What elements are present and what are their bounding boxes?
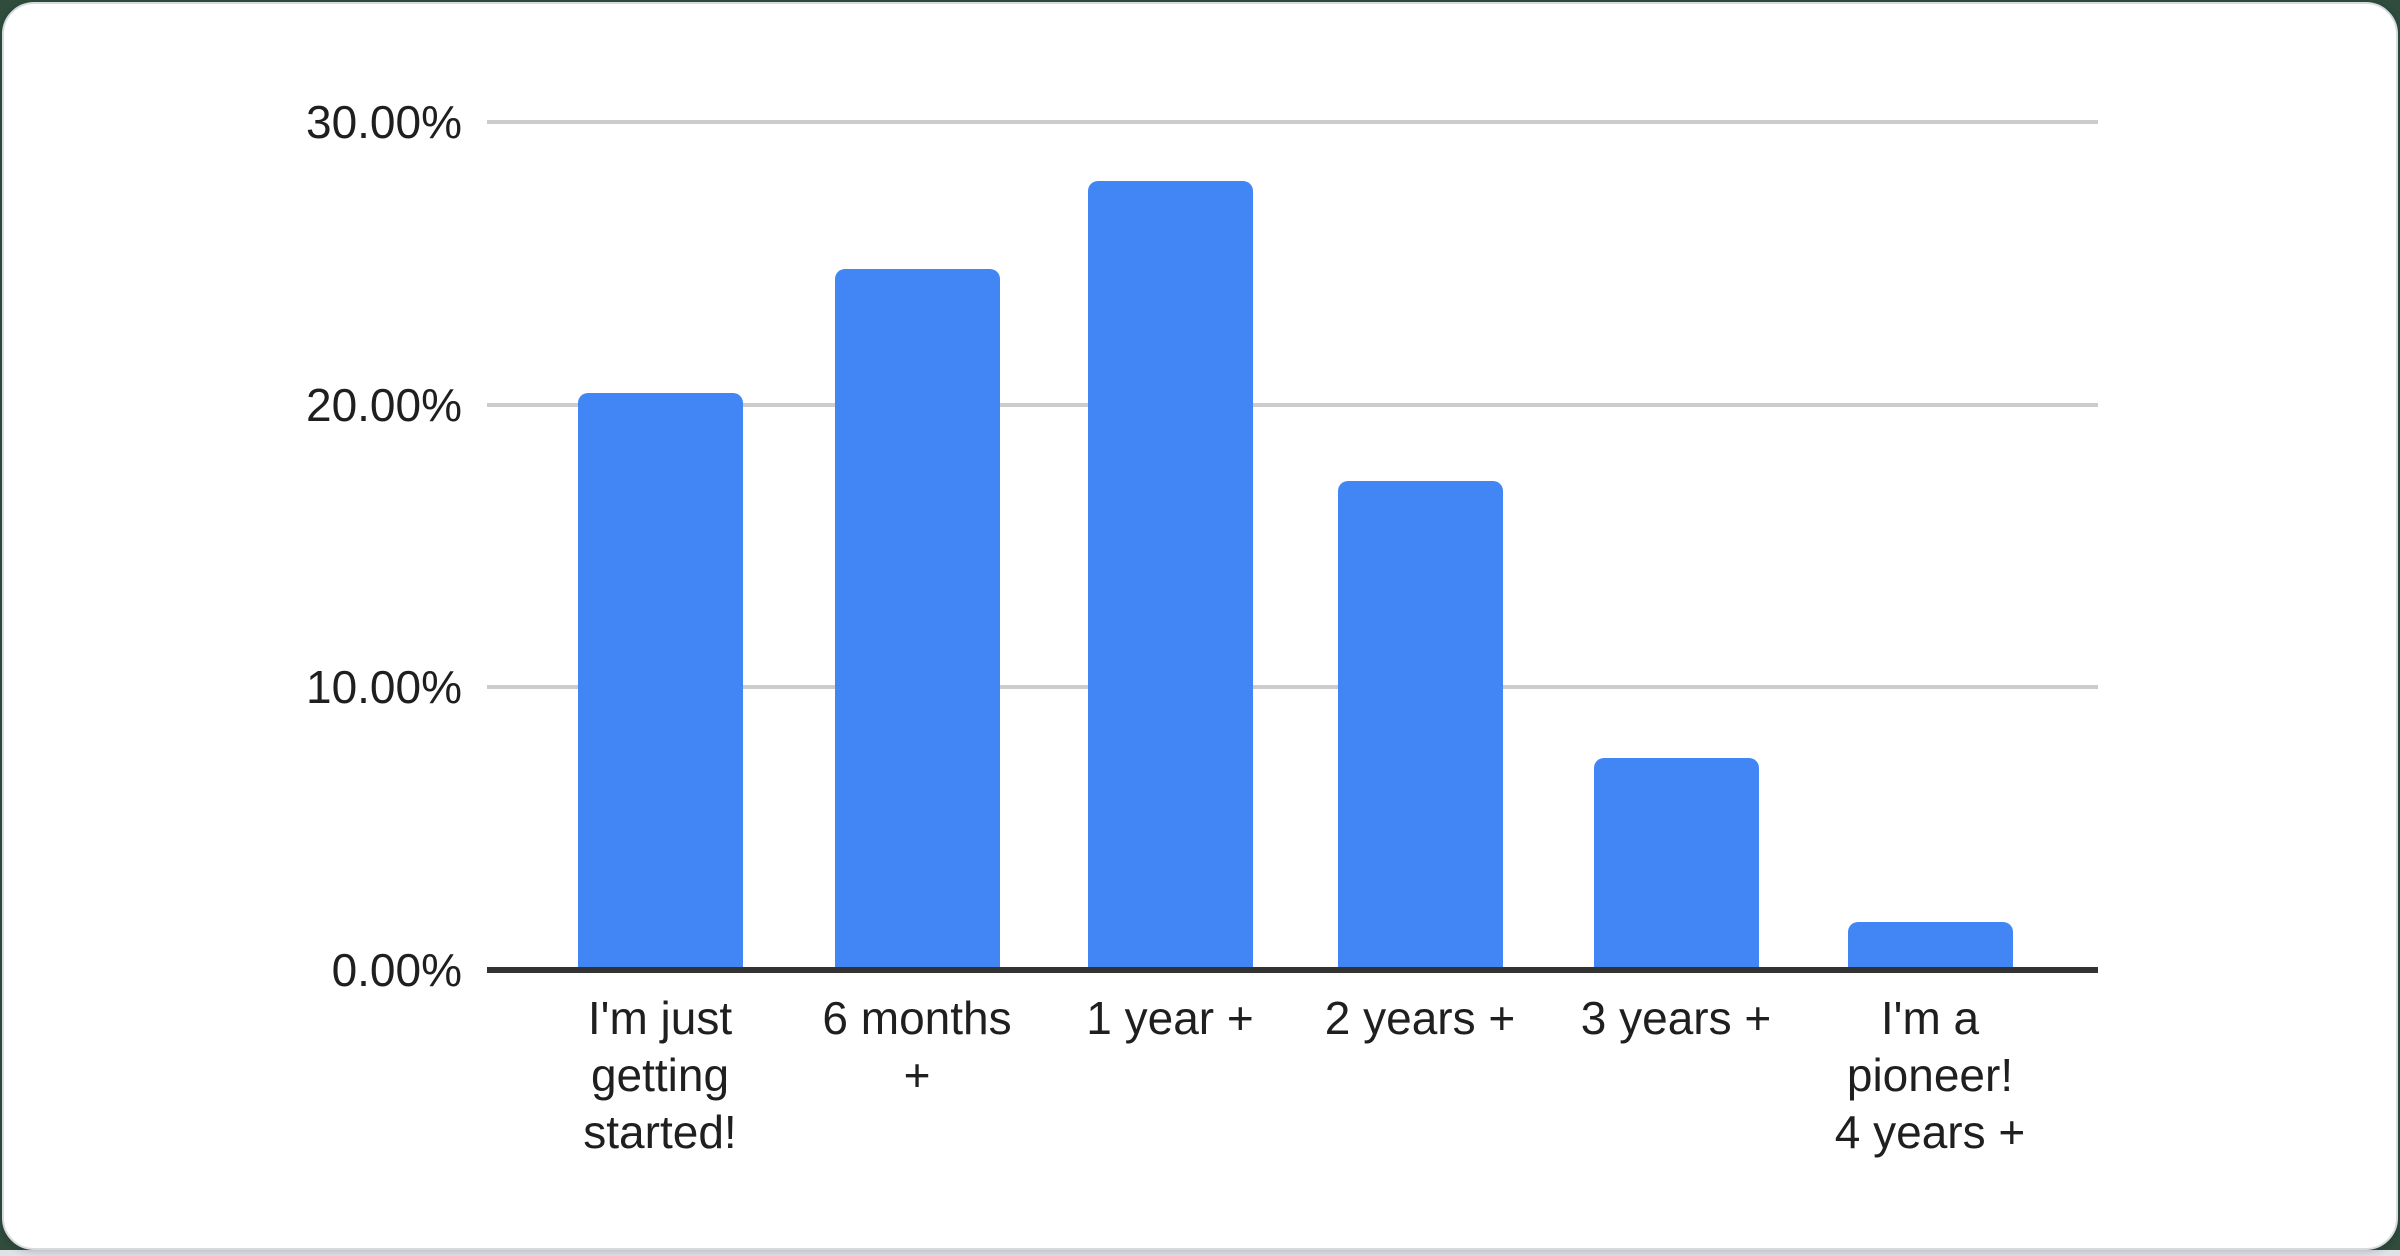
y-axis-tick-label: 10.00% bbox=[305, 661, 462, 714]
x-axis-category-label: I'm a pioneer! 4 years + bbox=[1834, 992, 2026, 1158]
y-axis-tick-label: 0.00% bbox=[331, 944, 462, 996]
x-axis-category-label: 1 year + bbox=[1086, 992, 1254, 1044]
bar-1[interactable] bbox=[577, 393, 743, 970]
bar-4[interactable] bbox=[1337, 480, 1503, 970]
x-axis-line bbox=[487, 967, 2098, 973]
page-bottom-strip bbox=[0, 1250, 2400, 1256]
x-axis-category-label: 6 months + bbox=[822, 992, 1012, 1101]
bar-5[interactable] bbox=[1593, 758, 1759, 970]
y-axis-tick-label: 30.00% bbox=[305, 96, 462, 148]
gridline-20 bbox=[487, 402, 2098, 407]
bar-2[interactable] bbox=[834, 268, 1000, 970]
x-axis-category-label: I'm just getting started! bbox=[583, 992, 737, 1158]
x-axis-category-label: 3 years + bbox=[1580, 992, 1772, 1044]
bar-6[interactable] bbox=[1847, 921, 2013, 970]
bar-3[interactable] bbox=[1087, 181, 1253, 970]
x-axis-category-label: 2 years + bbox=[1324, 992, 1516, 1044]
gridline-30 bbox=[487, 120, 2098, 124]
gridline-10 bbox=[487, 685, 2098, 690]
y-axis-tick-label: 20.00% bbox=[305, 378, 462, 431]
